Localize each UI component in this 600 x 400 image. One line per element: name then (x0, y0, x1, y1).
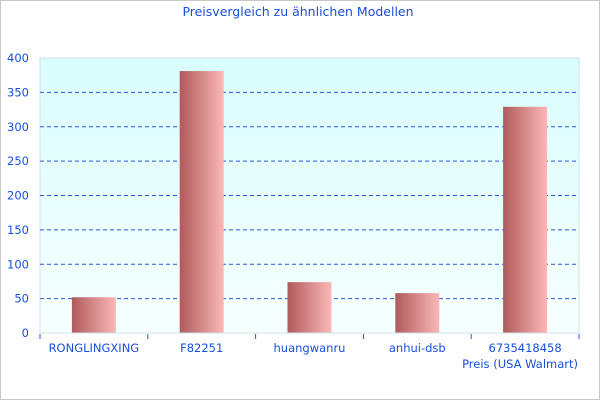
chart-title: Preisvergleich zu ähnlichen Modellen (182, 4, 413, 19)
x-tick-label: 6735418458 (489, 341, 562, 355)
x-tick-label: F82251 (180, 341, 223, 355)
bar-anhui-dsb (395, 293, 440, 333)
x-tick-label: huangwanru (274, 341, 346, 355)
x-tick-label: anhui-dsb (389, 341, 446, 355)
bar-huangwanru (287, 282, 332, 333)
bar-F82251 (179, 71, 224, 333)
x-tick-label: RONGLINGXING (49, 341, 140, 355)
y-tick-label: 350 (7, 85, 29, 99)
y-tick-label: 250 (7, 154, 29, 168)
y-tick-label: 150 (7, 223, 29, 237)
y-tick-label: 100 (7, 257, 29, 271)
y-tick-label: 300 (7, 120, 29, 134)
bar-RONGLINGXING (71, 297, 116, 333)
y-tick-label: 50 (14, 292, 29, 306)
y-tick-label: 0 (22, 326, 29, 340)
bar-6735418458 (503, 106, 548, 333)
y-tick-label: 200 (7, 189, 29, 203)
y-tick-label: 400 (7, 51, 29, 65)
x-axis-label: Preis (USA Walmart) (462, 357, 578, 371)
